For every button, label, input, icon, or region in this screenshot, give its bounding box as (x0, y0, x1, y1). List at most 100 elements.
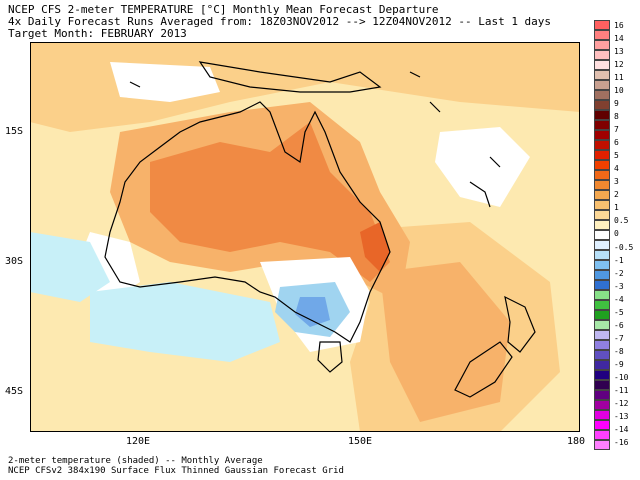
australia-coastline (104, 101, 391, 343)
legend-swatch (594, 100, 610, 110)
legend-label: 0 (614, 229, 619, 239)
legend-swatch (594, 140, 610, 150)
new-zealand-north-coastline (504, 295, 536, 353)
title-line-2: 4x Daily Forecast Runs Averaged from: 18… (8, 15, 552, 28)
legend-label: 12 (614, 60, 624, 70)
legend-swatch (594, 130, 610, 140)
new-guinea-coastline (198, 61, 382, 93)
legend-label: -0.5 (614, 242, 634, 252)
legend-label: 2 (614, 190, 619, 200)
tasmania-coastline (317, 341, 343, 373)
legend-label: -4 (614, 294, 624, 304)
legend-label: -3 (614, 281, 624, 291)
lat-label-45s: 45S (5, 386, 24, 397)
legend-label: -14 (614, 424, 629, 434)
legend-swatch (594, 330, 610, 340)
warm-zone-north (30, 42, 580, 132)
lat-label-30s: 30S (5, 256, 24, 267)
legend-swatch (594, 160, 610, 170)
legend-swatch (594, 400, 610, 410)
lon-label-150e: 150E (347, 436, 373, 447)
coolest-zone-victoria (295, 297, 330, 327)
title-line-3: Target Month: FEBRUARY 2013 (8, 27, 187, 40)
legend-swatch (594, 150, 610, 160)
neutral-zone-northwest (110, 62, 220, 102)
legend-label: 11 (614, 73, 624, 83)
legend-swatch (594, 290, 610, 300)
legend-label: 5 (614, 151, 619, 161)
legend-swatch (594, 410, 610, 420)
legend-label: 6 (614, 138, 619, 148)
legend-label: -6 (614, 320, 624, 330)
footer-line-2: NCEP CFSv2 384x190 Surface Flux Thinned … (8, 466, 344, 476)
legend-label: -10 (614, 372, 629, 382)
legend-label: -11 (614, 385, 629, 395)
legend-label: 8 (614, 112, 619, 122)
legend-label: -7 (614, 333, 624, 343)
lat-label-15s: 15S (5, 126, 24, 137)
legend-swatch (594, 50, 610, 60)
legend-label: 9 (614, 99, 619, 109)
legend-swatch (594, 170, 610, 180)
legend-swatch (594, 300, 610, 310)
legend-swatch (594, 200, 610, 210)
legend-label: 3 (614, 177, 619, 187)
legend-swatch (594, 390, 610, 400)
legend-swatch (594, 320, 610, 330)
cool-zone-bight (90, 282, 280, 362)
legend-swatch (594, 220, 610, 230)
legend-swatch (594, 250, 610, 260)
legend-swatch (594, 340, 610, 350)
legend-swatch (594, 80, 610, 90)
legend-label: -5 (614, 307, 624, 317)
legend-swatch (594, 70, 610, 80)
legend-swatch (594, 230, 610, 240)
hottest-zone-east (360, 222, 390, 272)
new-zealand-south-coastline (454, 341, 513, 398)
warm-zone-tasman-inner (380, 262, 510, 422)
legend-label: 10 (614, 86, 624, 96)
legend-swatch (594, 260, 610, 270)
legend-swatch (594, 440, 610, 450)
legend-label: 13 (614, 47, 624, 57)
legend-swatch (594, 270, 610, 280)
legend-label: 1 (614, 203, 619, 213)
legend-swatch (594, 40, 610, 50)
legend-label: -9 (614, 359, 624, 369)
legend-swatch (594, 430, 610, 440)
legend-swatch (594, 110, 610, 120)
legend-swatch (594, 190, 610, 200)
legend-label: 7 (614, 125, 619, 135)
legend-label: -1 (614, 255, 624, 265)
legend-swatch (594, 360, 610, 370)
legend-label: -2 (614, 268, 624, 278)
legend-label: -12 (614, 398, 629, 408)
legend-swatch (594, 350, 610, 360)
legend-swatch (594, 370, 610, 380)
legend-swatch (594, 420, 610, 430)
lon-label-120e: 120E (125, 436, 151, 447)
legend-swatch (594, 310, 610, 320)
footer-line-1: 2-meter temperature (shaded) -- Monthly … (8, 456, 263, 466)
islands-coastline (129, 71, 501, 208)
legend-swatch (594, 380, 610, 390)
legend-label: 14 (614, 34, 624, 44)
legend-label: 4 (614, 164, 619, 174)
hot-zone-interior (150, 122, 390, 282)
legend-swatch (594, 120, 610, 130)
legend-label: -16 (614, 437, 629, 447)
legend-label: -8 (614, 346, 624, 356)
legend-swatch (594, 240, 610, 250)
legend-swatch (594, 210, 610, 220)
cool-zone-west (30, 232, 110, 302)
legend-swatch (594, 30, 610, 40)
legend-label: -13 (614, 411, 629, 421)
temperature-anomaly-map (30, 42, 580, 432)
map-frame (30, 42, 580, 432)
neutral-zone-pacific (435, 127, 530, 207)
legend-swatch (594, 60, 610, 70)
legend-swatch (594, 90, 610, 100)
lon-label-180: 180 (566, 436, 586, 447)
legend-swatch (594, 20, 610, 30)
legend-swatch (594, 180, 610, 190)
